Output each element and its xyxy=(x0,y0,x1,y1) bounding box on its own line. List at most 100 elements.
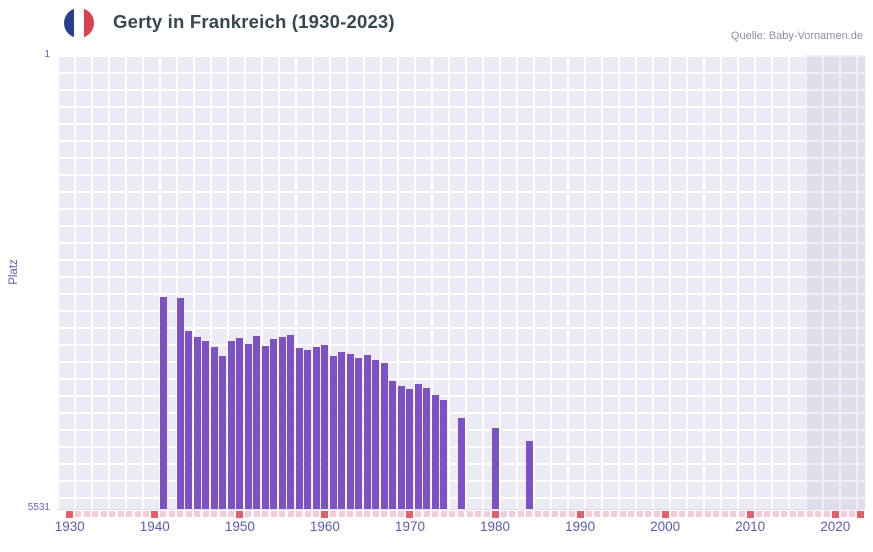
unranked-marker-1954 xyxy=(270,511,277,517)
bar-1967[interactable] xyxy=(380,362,388,509)
unranked-marker-1939 xyxy=(143,511,150,517)
flag-stripe-blue xyxy=(64,8,74,38)
bar-1971[interactable] xyxy=(414,384,422,509)
x-tick-2010: 2010 xyxy=(735,519,766,534)
unranked-marker-1969 xyxy=(398,511,405,517)
unranked-marker-1942 xyxy=(168,511,175,517)
unranked-marker-1977 xyxy=(466,511,473,517)
bar-1965[interactable] xyxy=(363,355,371,509)
bar-1984[interactable] xyxy=(525,440,533,509)
unranked-marker-1971 xyxy=(415,511,422,517)
unranked-marker-1981 xyxy=(500,511,507,517)
x-tick-1990: 1990 xyxy=(565,519,596,534)
bar-1960[interactable] xyxy=(321,344,329,509)
unranked-marker-1935 xyxy=(109,511,116,517)
unranked-marker-1989 xyxy=(568,511,575,517)
bar-1958[interactable] xyxy=(304,350,312,509)
bar-1945[interactable] xyxy=(193,337,201,509)
unranked-marker-1932 xyxy=(83,511,90,517)
bar-1956[interactable] xyxy=(287,334,295,509)
chart-title: Gerty in Frankreich (1930-2023) xyxy=(113,11,395,32)
unranked-marker-1948 xyxy=(219,511,226,517)
bar-1972[interactable] xyxy=(423,388,431,509)
unranked-marker-1946 xyxy=(202,511,209,517)
axis-tick-marker-1990 xyxy=(576,511,584,518)
bar-1952[interactable] xyxy=(253,336,261,509)
bar-1953[interactable] xyxy=(261,346,269,509)
bar-1955[interactable] xyxy=(278,337,286,509)
unranked-marker-1984 xyxy=(526,511,533,517)
unranked-marker-1953 xyxy=(262,511,269,517)
bar-1976[interactable] xyxy=(457,417,465,509)
unranked-marker-1986 xyxy=(543,511,550,517)
bar-1961[interactable] xyxy=(329,356,337,509)
x-tick-2000: 2000 xyxy=(650,519,681,534)
bar-1962[interactable] xyxy=(338,351,346,509)
bar-1959[interactable] xyxy=(312,347,320,509)
unranked-marker-1945 xyxy=(194,511,201,517)
unranked-marker-1957 xyxy=(296,511,303,517)
unranked-marker-1999 xyxy=(653,511,660,517)
france-flag-icon xyxy=(64,8,94,38)
bar-1980[interactable] xyxy=(491,428,499,509)
unranked-marker-1956 xyxy=(287,511,294,517)
unranked-marker-2022 xyxy=(849,511,856,517)
bar-1949[interactable] xyxy=(227,341,235,509)
x-tick-1940: 1940 xyxy=(139,519,170,534)
y-axis-bottom-label: 5531 xyxy=(27,502,50,513)
unranked-marker-1949 xyxy=(228,511,235,517)
bar-1954[interactable] xyxy=(270,338,278,509)
bar-1964[interactable] xyxy=(355,357,363,509)
unranked-marker-1944 xyxy=(185,511,192,517)
unranked-marker-2004 xyxy=(696,511,703,517)
axis-tick-marker-2023 xyxy=(857,511,865,518)
bar-1941[interactable] xyxy=(159,296,167,509)
unranked-marker-1952 xyxy=(253,511,260,517)
bar-1970[interactable] xyxy=(406,388,414,509)
unranked-marker-2008 xyxy=(730,511,737,517)
unranked-marker-1943 xyxy=(177,511,184,517)
unranked-marker-1962 xyxy=(338,511,345,517)
unranked-marker-1972 xyxy=(423,511,430,517)
unranked-marker-1994 xyxy=(611,511,618,517)
y-axis-title: Platz xyxy=(8,259,20,285)
bar-1969[interactable] xyxy=(397,385,405,509)
x-tick-1960: 1960 xyxy=(309,519,340,534)
unranked-marker-2019 xyxy=(823,511,830,517)
unranked-marker-2013 xyxy=(772,511,779,517)
bar-1946[interactable] xyxy=(202,341,210,509)
unranked-marker-2009 xyxy=(738,511,745,517)
bar-1947[interactable] xyxy=(210,347,218,509)
bar-1948[interactable] xyxy=(219,356,227,509)
bar-1968[interactable] xyxy=(389,380,397,509)
flag-stripe-red xyxy=(84,8,94,38)
bar-1951[interactable] xyxy=(244,343,252,509)
axis-tick-marker-2020 xyxy=(831,511,839,518)
unranked-marker-1961 xyxy=(330,511,337,517)
axis-tick-marker-1960 xyxy=(321,511,329,518)
bar-1950[interactable] xyxy=(236,337,244,509)
x-tick-1970: 1970 xyxy=(394,519,425,534)
unranked-marker-2012 xyxy=(764,511,771,517)
bar-1957[interactable] xyxy=(295,347,303,509)
unranked-marker-1951 xyxy=(245,511,252,517)
unranked-marker-1967 xyxy=(381,511,388,517)
bar-1973[interactable] xyxy=(431,394,439,509)
axis-tick-marker-1950 xyxy=(236,511,244,518)
bar-1944[interactable] xyxy=(185,330,193,509)
unranked-marker-1955 xyxy=(279,511,286,517)
unranked-marker-2015 xyxy=(789,511,796,517)
unranked-marker-2001 xyxy=(670,511,677,517)
unranked-marker-2017 xyxy=(806,511,813,517)
axis-tick-marker-1980 xyxy=(491,511,499,518)
bar-1963[interactable] xyxy=(346,353,354,509)
bar-1966[interactable] xyxy=(372,360,380,509)
bar-1974[interactable] xyxy=(440,400,448,509)
x-tick-1930: 1930 xyxy=(54,519,85,534)
axis-tick-marker-2000 xyxy=(661,511,669,518)
bar-1943[interactable] xyxy=(176,298,184,509)
flag-stripe-white xyxy=(74,8,84,38)
axis-tick-marker-2010 xyxy=(746,511,754,518)
unranked-marker-1985 xyxy=(534,511,541,517)
